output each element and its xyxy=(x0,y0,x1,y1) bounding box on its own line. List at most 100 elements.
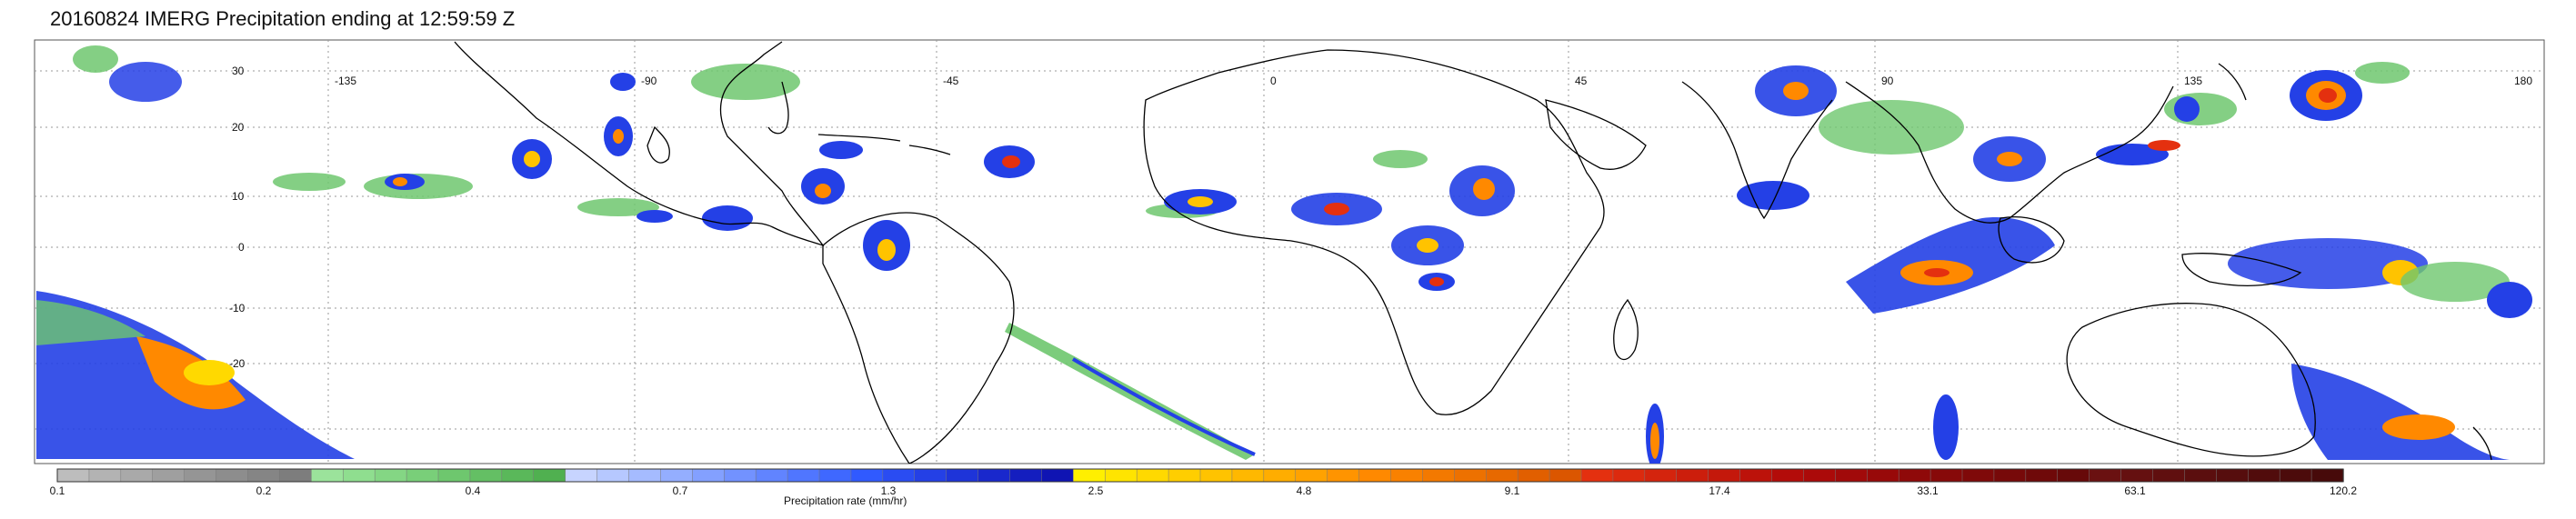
colorbar-cell xyxy=(1454,468,1487,483)
colorbar-cell xyxy=(1041,468,1075,483)
colorbar-cell xyxy=(2310,468,2344,483)
colorbar-tick-label: 63.1 xyxy=(2124,484,2146,497)
coastline-arabia xyxy=(1545,99,1647,170)
colorbar-cell xyxy=(533,468,566,483)
colorbar-cell xyxy=(1676,468,1709,483)
coastline-europe-africa xyxy=(1143,49,1605,415)
colorbar-cell xyxy=(1168,468,1201,483)
colorbar-tick-label: 9.1 xyxy=(1504,484,1520,497)
colorbar-cell xyxy=(787,468,820,483)
lon-label: 45 xyxy=(1575,75,1588,87)
precip-cell xyxy=(691,64,800,100)
lon-label: -135 xyxy=(335,75,357,87)
colorbar-cell xyxy=(565,468,598,483)
colorbar-cell xyxy=(469,468,503,483)
colorbar-cell xyxy=(1898,468,1931,483)
precip-cell xyxy=(273,173,346,191)
precip-cell xyxy=(1819,100,1964,155)
precip-cell xyxy=(184,360,235,385)
colorbar-cell xyxy=(1231,468,1265,483)
precip-cell xyxy=(1650,423,1659,459)
lat-label: -10 xyxy=(229,302,246,314)
precip-cell xyxy=(1924,268,1950,277)
precip-cell xyxy=(1783,82,1809,100)
precip-band-southwest-pacific xyxy=(2291,364,2510,460)
colorbar-cell xyxy=(818,468,852,483)
precip-band-south-atlantic-core xyxy=(1071,357,1256,456)
colorbar-cell xyxy=(88,468,122,483)
lon-label: -45 xyxy=(943,75,959,87)
colorbar-tick-label: 33.1 xyxy=(1917,484,1939,497)
colorbar-cell xyxy=(1327,468,1360,483)
colorbar-cell xyxy=(1771,468,1805,483)
colorbar-cell xyxy=(343,468,376,483)
colorbar-cell xyxy=(2057,468,2090,483)
colorbar-cell xyxy=(56,468,90,483)
precip-cell xyxy=(2355,62,2410,84)
precip-cell xyxy=(2174,96,2200,122)
precip-cell xyxy=(2148,140,2180,151)
precip-cell xyxy=(2228,238,2428,289)
precip-cell xyxy=(815,184,831,198)
colorbar-cell xyxy=(374,468,407,483)
colorbar-cell xyxy=(1073,468,1106,483)
colorbar-cell xyxy=(850,468,884,483)
precip-cell xyxy=(577,198,659,216)
coastline-south-america xyxy=(822,212,1015,464)
precip-cell xyxy=(1417,238,1438,253)
plot-frame xyxy=(34,39,2545,464)
coastline-southeast-asia xyxy=(1845,81,2174,224)
map-title: 20160824 IMERG Precipitation ending at 1… xyxy=(50,7,516,30)
colorbar-cell xyxy=(2089,468,2122,483)
precip-cell xyxy=(613,129,624,144)
precip-cell xyxy=(1188,196,1213,207)
colorbar-cell xyxy=(1486,468,1519,483)
colorbar-cell xyxy=(2152,468,2186,483)
colorbar-cell xyxy=(1263,468,1297,483)
colorbar-tick-label: 0.2 xyxy=(256,484,272,497)
precip-cell xyxy=(524,151,540,167)
colorbar-tick-label: 2.5 xyxy=(1088,484,1104,497)
colorbar-cell xyxy=(2025,468,2059,483)
colorbar-tick-label: 0.1 xyxy=(49,484,65,497)
coastline-north-america xyxy=(454,41,825,247)
coastline-new-zealand xyxy=(2472,426,2492,461)
colorbar-cell xyxy=(1929,468,1963,483)
colorbar-cell xyxy=(724,468,757,483)
precip-cell xyxy=(2319,88,2337,103)
gridlines xyxy=(35,40,2544,464)
precip-area-southeast-pacific-green xyxy=(36,300,145,345)
colorbar-cell xyxy=(1390,468,1424,483)
lat-label: 20 xyxy=(232,121,245,134)
colorbar-cell xyxy=(152,468,185,483)
colorbar-cell xyxy=(1803,468,1837,483)
coastline-gulf-of-mexico xyxy=(647,125,670,164)
colorbar-cell xyxy=(1136,468,1169,483)
colorbar-cell xyxy=(914,468,947,483)
colorbar-cell xyxy=(2120,468,2154,483)
colorbar-cell xyxy=(2184,468,2218,483)
precip-cell xyxy=(2487,282,2532,318)
precip-cell xyxy=(1997,152,2022,166)
colorbar-cell xyxy=(1580,468,1614,483)
precip-cell xyxy=(1429,277,1444,286)
colorbar-cell xyxy=(1867,468,1899,483)
precip-cell xyxy=(1324,203,1349,215)
colorbar-cell xyxy=(882,468,916,483)
colorbar-cell xyxy=(501,468,535,483)
colorbar-tick-label: 0.4 xyxy=(465,484,481,497)
colorbar-cell xyxy=(406,468,439,483)
precip-cell xyxy=(636,210,673,223)
precipitation-field xyxy=(36,45,2532,464)
colorbar-cell xyxy=(1295,468,1328,483)
colorbar-cell xyxy=(2279,468,2312,483)
coastline-florida xyxy=(767,81,789,135)
precip-cell xyxy=(1933,394,1959,460)
colorbar-cell xyxy=(1993,468,2027,483)
coastline-new-guinea xyxy=(2181,253,2302,286)
precip-cell xyxy=(393,177,407,186)
colorbar-cell xyxy=(1739,468,1773,483)
colorbar-cell xyxy=(946,468,979,483)
lon-label: 0 xyxy=(1270,75,1277,87)
